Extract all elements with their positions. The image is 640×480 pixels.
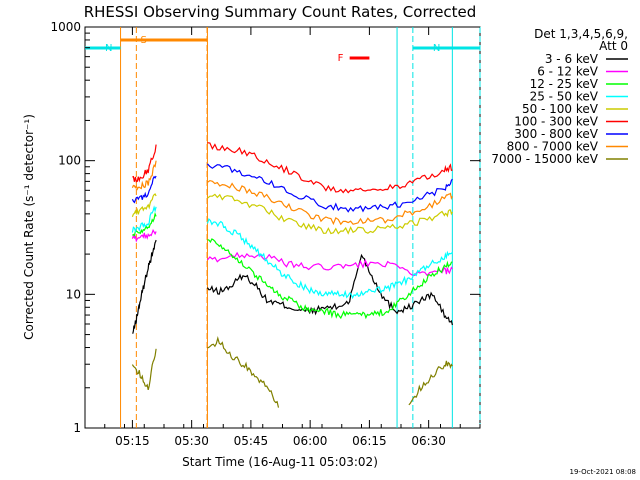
series-line [131, 175, 157, 204]
legend-label: 12 - 25 keV [530, 77, 599, 91]
series-line [131, 348, 157, 391]
series-25-50-kev [131, 205, 453, 300]
flag-label-n: N [433, 43, 440, 54]
series-line [207, 193, 453, 235]
flag-label-s: S [141, 35, 147, 46]
legend-label: 50 - 100 keV [522, 102, 599, 116]
x-tick-label: 06:00 [293, 434, 328, 448]
series-line [408, 360, 453, 406]
series-6-12-kev [131, 228, 453, 277]
series-12-25-kev [132, 211, 453, 320]
series-line [206, 251, 453, 277]
series-line [207, 179, 453, 226]
legend-title-line-1: Det 1,3,4,5,6,9, [534, 27, 628, 41]
y-axis: 1 10 100 1000 [50, 20, 480, 435]
series-line [206, 217, 453, 300]
y-tick-label: 100 [58, 154, 81, 168]
series-800-7000-kev [131, 160, 453, 226]
x-tick-label: 05:45 [234, 434, 269, 448]
flag-label-n: N [105, 43, 112, 54]
series-line [131, 193, 157, 218]
y-tick-label: 1 [73, 421, 81, 435]
flag-bars: S N N F [85, 35, 480, 64]
series-line [132, 144, 157, 183]
series-line [206, 253, 453, 326]
x-tick-label: 05:15 [115, 434, 150, 448]
legend-label: 100 - 300 keV [514, 115, 598, 129]
series-line [131, 160, 157, 191]
legend-label: 7000 - 15000 keV [491, 152, 598, 166]
y-tick-label: 1000 [50, 20, 81, 34]
chart-title: RHESSI Observing Summary Count Rates, Co… [84, 3, 477, 21]
legend-label: 3 - 6 keV [545, 52, 599, 66]
x-axis-label: Start Time (16-Aug-11 05:03:02) [182, 455, 378, 469]
y-tick-label: 10 [66, 287, 81, 301]
plot-area [84, 26, 481, 429]
data-gap-markers [120, 27, 481, 428]
series-7000-15000-kev [131, 335, 453, 408]
series-line [132, 239, 157, 334]
legend-label: 300 - 800 keV [514, 127, 598, 141]
x-axis: 05:15 05:30 05:45 06:00 06:15 06:30 [84, 27, 481, 448]
flag-label-f: F [338, 53, 344, 64]
series-line [131, 228, 157, 243]
series-line [206, 163, 453, 213]
series-3-6-kev [132, 239, 453, 334]
legend-label: 25 - 50 keV [530, 90, 599, 104]
legend-label: 6 - 12 keV [537, 65, 599, 79]
series-100-300-kev [132, 142, 453, 194]
series-layer [131, 142, 453, 408]
x-tick-label: 06:30 [411, 434, 446, 448]
series-300-800-kev [131, 163, 453, 213]
series-line [207, 238, 453, 320]
legend-title-line-2: Att 0 [599, 39, 628, 53]
y-axis-label: Corrected Count Rate (s⁻¹ detector⁻¹) [22, 114, 36, 340]
series-line [131, 205, 157, 234]
series-line [207, 142, 453, 194]
plot-frame [84, 26, 481, 429]
x-tick-label: 05:30 [174, 434, 209, 448]
series-line [207, 335, 280, 408]
x-tick-label: 06:15 [352, 434, 387, 448]
series-line [132, 211, 157, 237]
series-50-100-kev [131, 193, 453, 235]
footer-timestamp: 19-Oct-2021 08:08 [570, 468, 636, 476]
legend-label: 800 - 7000 keV [507, 140, 599, 154]
